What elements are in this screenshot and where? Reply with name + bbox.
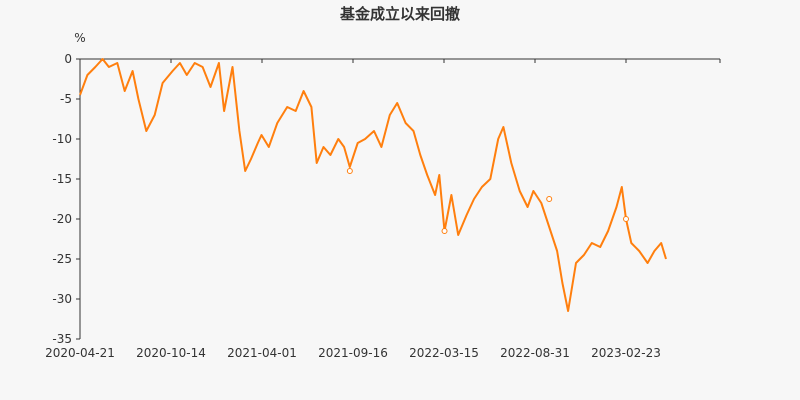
y-tick-label: -25 <box>52 252 72 266</box>
x-tick-label: 2021-04-01 <box>227 346 297 360</box>
x-tick-label: 2023-02-23 <box>591 346 661 360</box>
y-tick-label: -15 <box>52 172 72 186</box>
y-axis-unit: % <box>74 31 85 45</box>
chart-title: 基金成立以来回撤 <box>339 5 460 23</box>
y-axis: 0 -5 -10 -15 -20 -25 -30 -35 <box>52 52 81 346</box>
y-tick-label: 0 <box>64 52 72 66</box>
y-tick-label: -20 <box>52 212 72 226</box>
y-tick-label: -10 <box>52 132 72 146</box>
x-tick-label: 2021-09-16 <box>318 346 388 360</box>
x-tick-label: 2022-03-15 <box>409 346 479 360</box>
y-tick-label: -35 <box>52 332 72 346</box>
data-point-marker <box>623 216 629 222</box>
data-point-marker <box>441 228 448 234</box>
data-point-marker <box>546 196 553 202</box>
y-tick-label: -5 <box>60 92 72 106</box>
data-point-marker <box>346 168 353 174</box>
markers <box>346 168 629 234</box>
x-tick-label: 2020-10-14 <box>136 346 206 360</box>
x-tick-label: 2020-04-21 <box>45 346 115 360</box>
y-tick-label: -30 <box>52 292 72 306</box>
x-axis: 2020-04-21 2020-10-14 2021-04-01 2021-09-16… <box>45 58 721 360</box>
x-tick-label: 2022-08-31 <box>500 346 570 360</box>
series-line <box>79 58 667 312</box>
